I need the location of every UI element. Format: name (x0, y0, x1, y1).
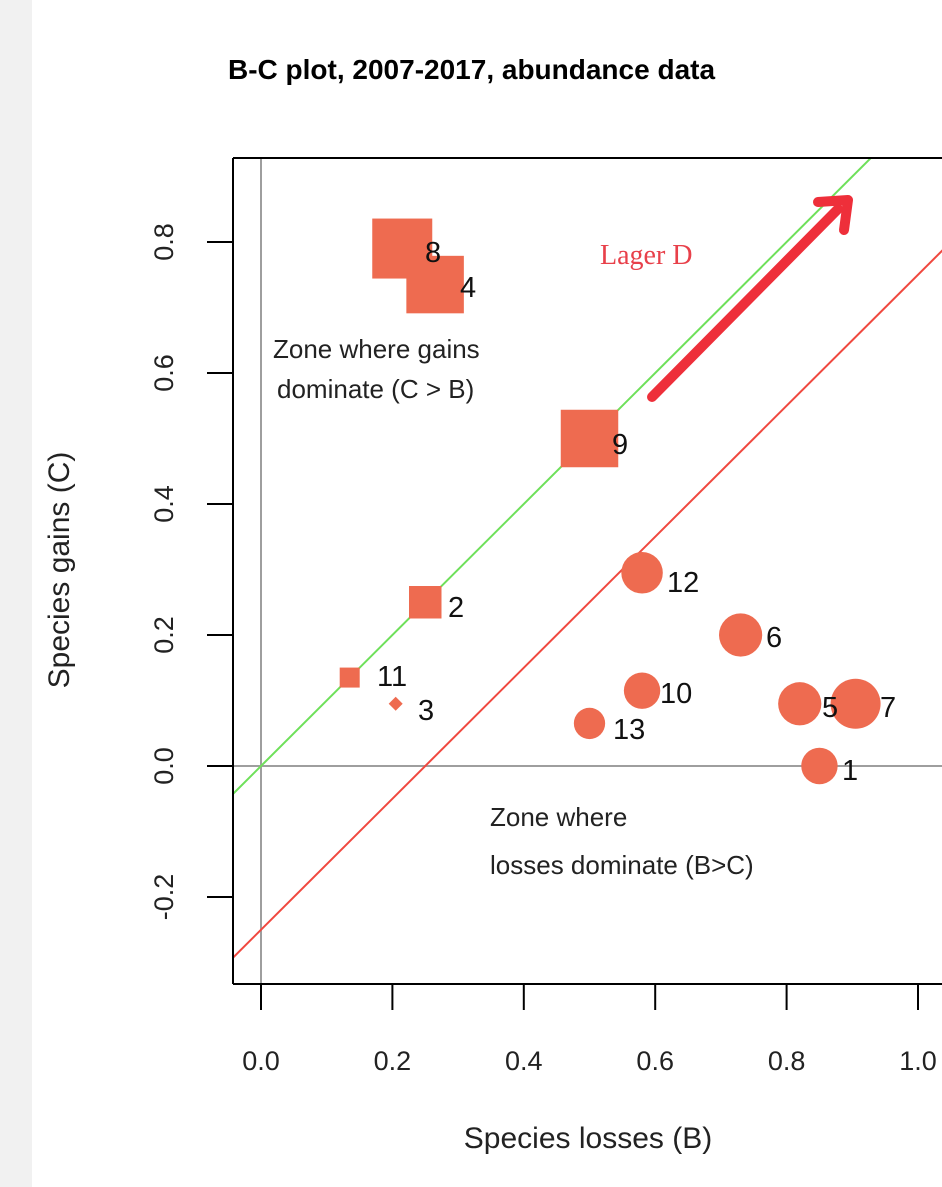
point-9-label: 9 (612, 429, 628, 461)
identity-line-c-equals-b (233, 158, 873, 796)
point-10-label: 10 (660, 678, 692, 710)
lager-d-annotation: Lager D (600, 240, 693, 271)
x-axis: 0.0 0.2 0.4 0.6 0.8 1.0 (242, 984, 937, 1076)
x-tick-label-0.0: 0.0 (242, 1046, 280, 1076)
x-tick-label-1.0: 1.0 (899, 1046, 937, 1076)
point-10-marker (623, 672, 661, 709)
arrow-head (813, 195, 853, 235)
gains-zone-annotation-line1: Zone where gains (273, 334, 480, 364)
point-4-label: 4 (460, 272, 476, 304)
point-5-label: 5 (822, 692, 838, 724)
gains-zone-annotation-line2: dominate (C > B) (277, 374, 474, 404)
arrow-shaft (647, 204, 843, 402)
y-tick-label-0.2: 0.2 (149, 616, 179, 654)
y-axis: -0.2 0.0 0.2 0.4 0.6 0.8 (149, 223, 233, 920)
lager-d-arrow (647, 195, 853, 402)
losses-zone-annotation-line1: Zone where (490, 802, 627, 832)
point-7-label: 7 (880, 692, 896, 724)
y-tick-label--0.2: -0.2 (149, 874, 179, 921)
chart-title: B-C plot, 2007-2017, abundance data (228, 54, 715, 85)
point-8-label: 8 (425, 237, 441, 269)
point-2-label: 2 (448, 592, 464, 624)
left-margin-strip (0, 0, 32, 1187)
point-13-label: 13 (613, 714, 645, 746)
x-axis-label: Species losses (B) (464, 1122, 712, 1155)
point-3-label: 3 (418, 695, 434, 727)
point-8-marker (372, 218, 433, 279)
point-11-marker (339, 667, 360, 688)
point-12-label: 12 (667, 567, 699, 599)
losses-zone-annotation-line2: losses dominate (B>C) (490, 850, 754, 880)
point-6-marker (719, 613, 763, 657)
x-tick-label-0.2: 0.2 (374, 1046, 412, 1076)
data-points (339, 218, 881, 785)
y-axis-label: Species gains (C) (43, 452, 76, 689)
x-tick-label-0.4: 0.4 (505, 1046, 543, 1076)
point-2-marker (409, 586, 442, 619)
point-9-marker (560, 409, 619, 468)
point-6-label: 6 (766, 622, 782, 654)
x-tick-label-0.8: 0.8 (768, 1046, 806, 1076)
point-1-marker (801, 747, 838, 785)
y-tick-label-0.8: 0.8 (149, 223, 179, 261)
point-5-marker (778, 682, 822, 726)
point-7-marker (830, 678, 881, 729)
x-tick-label-0.6: 0.6 (636, 1046, 674, 1076)
point-1-label: 1 (842, 755, 858, 787)
y-tick-label-0.0: 0.0 (149, 747, 179, 785)
point-3-marker (388, 696, 403, 711)
y-tick-label-0.4: 0.4 (149, 485, 179, 523)
point-13-marker (573, 707, 606, 740)
y-tick-label-0.6: 0.6 (149, 354, 179, 392)
point-11-label: 11 (377, 661, 407, 693)
point-12-marker (621, 552, 663, 594)
